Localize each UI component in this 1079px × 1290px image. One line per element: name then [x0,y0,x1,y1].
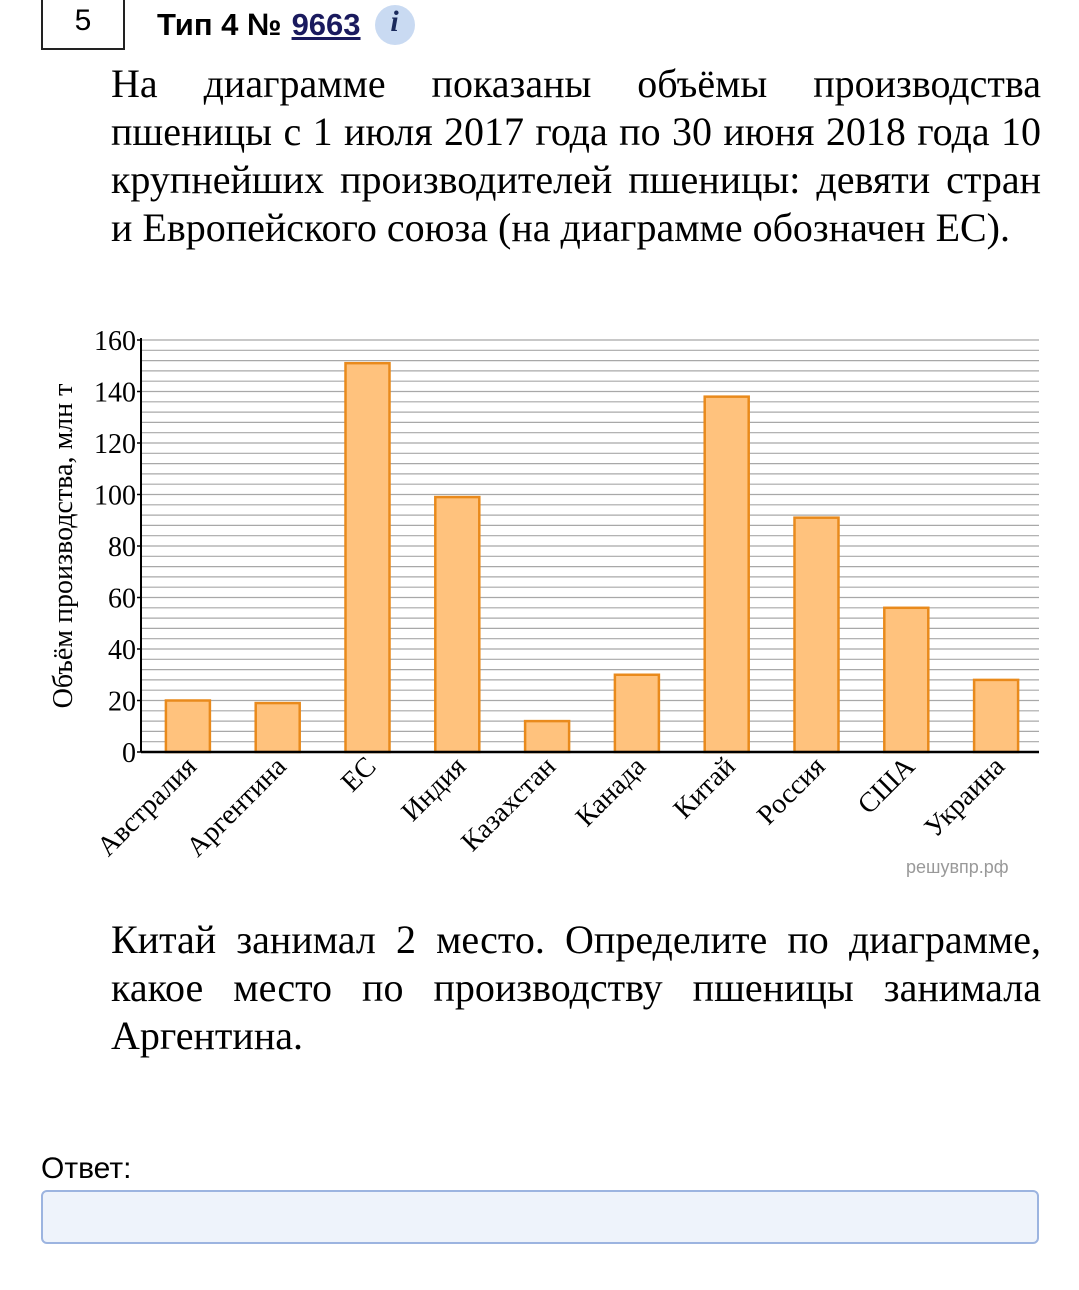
bar [883,606,930,754]
bar [793,516,840,754]
y-tick-label: 20 [108,687,136,718]
answer-label: Ответ: [41,1152,132,1185]
answer-input[interactable] [41,1190,1039,1244]
x-tick-label: Канада [570,751,652,833]
intro-text: На диаграмме показаны объёмы производств… [111,61,1041,250]
bar [164,699,212,754]
y-tick-label: 80 [108,532,136,563]
type-label: Тип 4 № [157,7,282,42]
task-type-line: Тип 4 № 9663 i [157,2,415,48]
x-tick-label: Казахстан [455,751,562,858]
x-tick-label: ЕС [335,751,382,798]
x-tick-label: Индия [396,751,473,828]
bar-chart: 0 20 40 60 80 100 120 140 160 Объём производства,… [0,320,1079,890]
y-tick-label: 40 [108,635,136,666]
problem-id-link[interactable]: 9663 [291,7,361,42]
y-tick-label: 140 [94,378,136,409]
x-tick-label: Аргентина [181,751,293,863]
y-tick-label: 100 [94,481,136,512]
bar [703,395,750,754]
y-tick-label: 60 [108,584,136,615]
watermark: решувпр.рф [906,857,1009,877]
y-tick-label: 160 [94,326,136,357]
bar [613,673,661,754]
bar [523,719,571,754]
intro-paragraph: На диаграмме показаны объёмы производств… [41,60,1041,252]
y-tick-label: 0 [122,738,136,769]
bar-chart-svg: 0 20 40 60 80 100 120 140 160 Объём производства,… [48,326,1039,863]
x-tick-label: США [852,750,922,820]
x-tick-label: Россия [751,751,831,831]
bar [434,495,481,754]
question-text: Китай занимал 2 место. Определите по диа… [111,917,1041,1058]
info-icon[interactable]: i [374,5,415,45]
bar [972,678,1020,754]
y-tick-label: 120 [94,429,136,460]
y-axis-label: Объём производства, млн т [48,384,79,709]
question-paragraph: Китай занимал 2 место. Определите по диа… [41,916,1041,1060]
bar [254,701,301,754]
bar [344,361,391,754]
task-number-box: 5 [41,0,125,50]
x-tick-label: Китай [668,751,742,825]
x-tick-label: Украина [919,751,1012,844]
